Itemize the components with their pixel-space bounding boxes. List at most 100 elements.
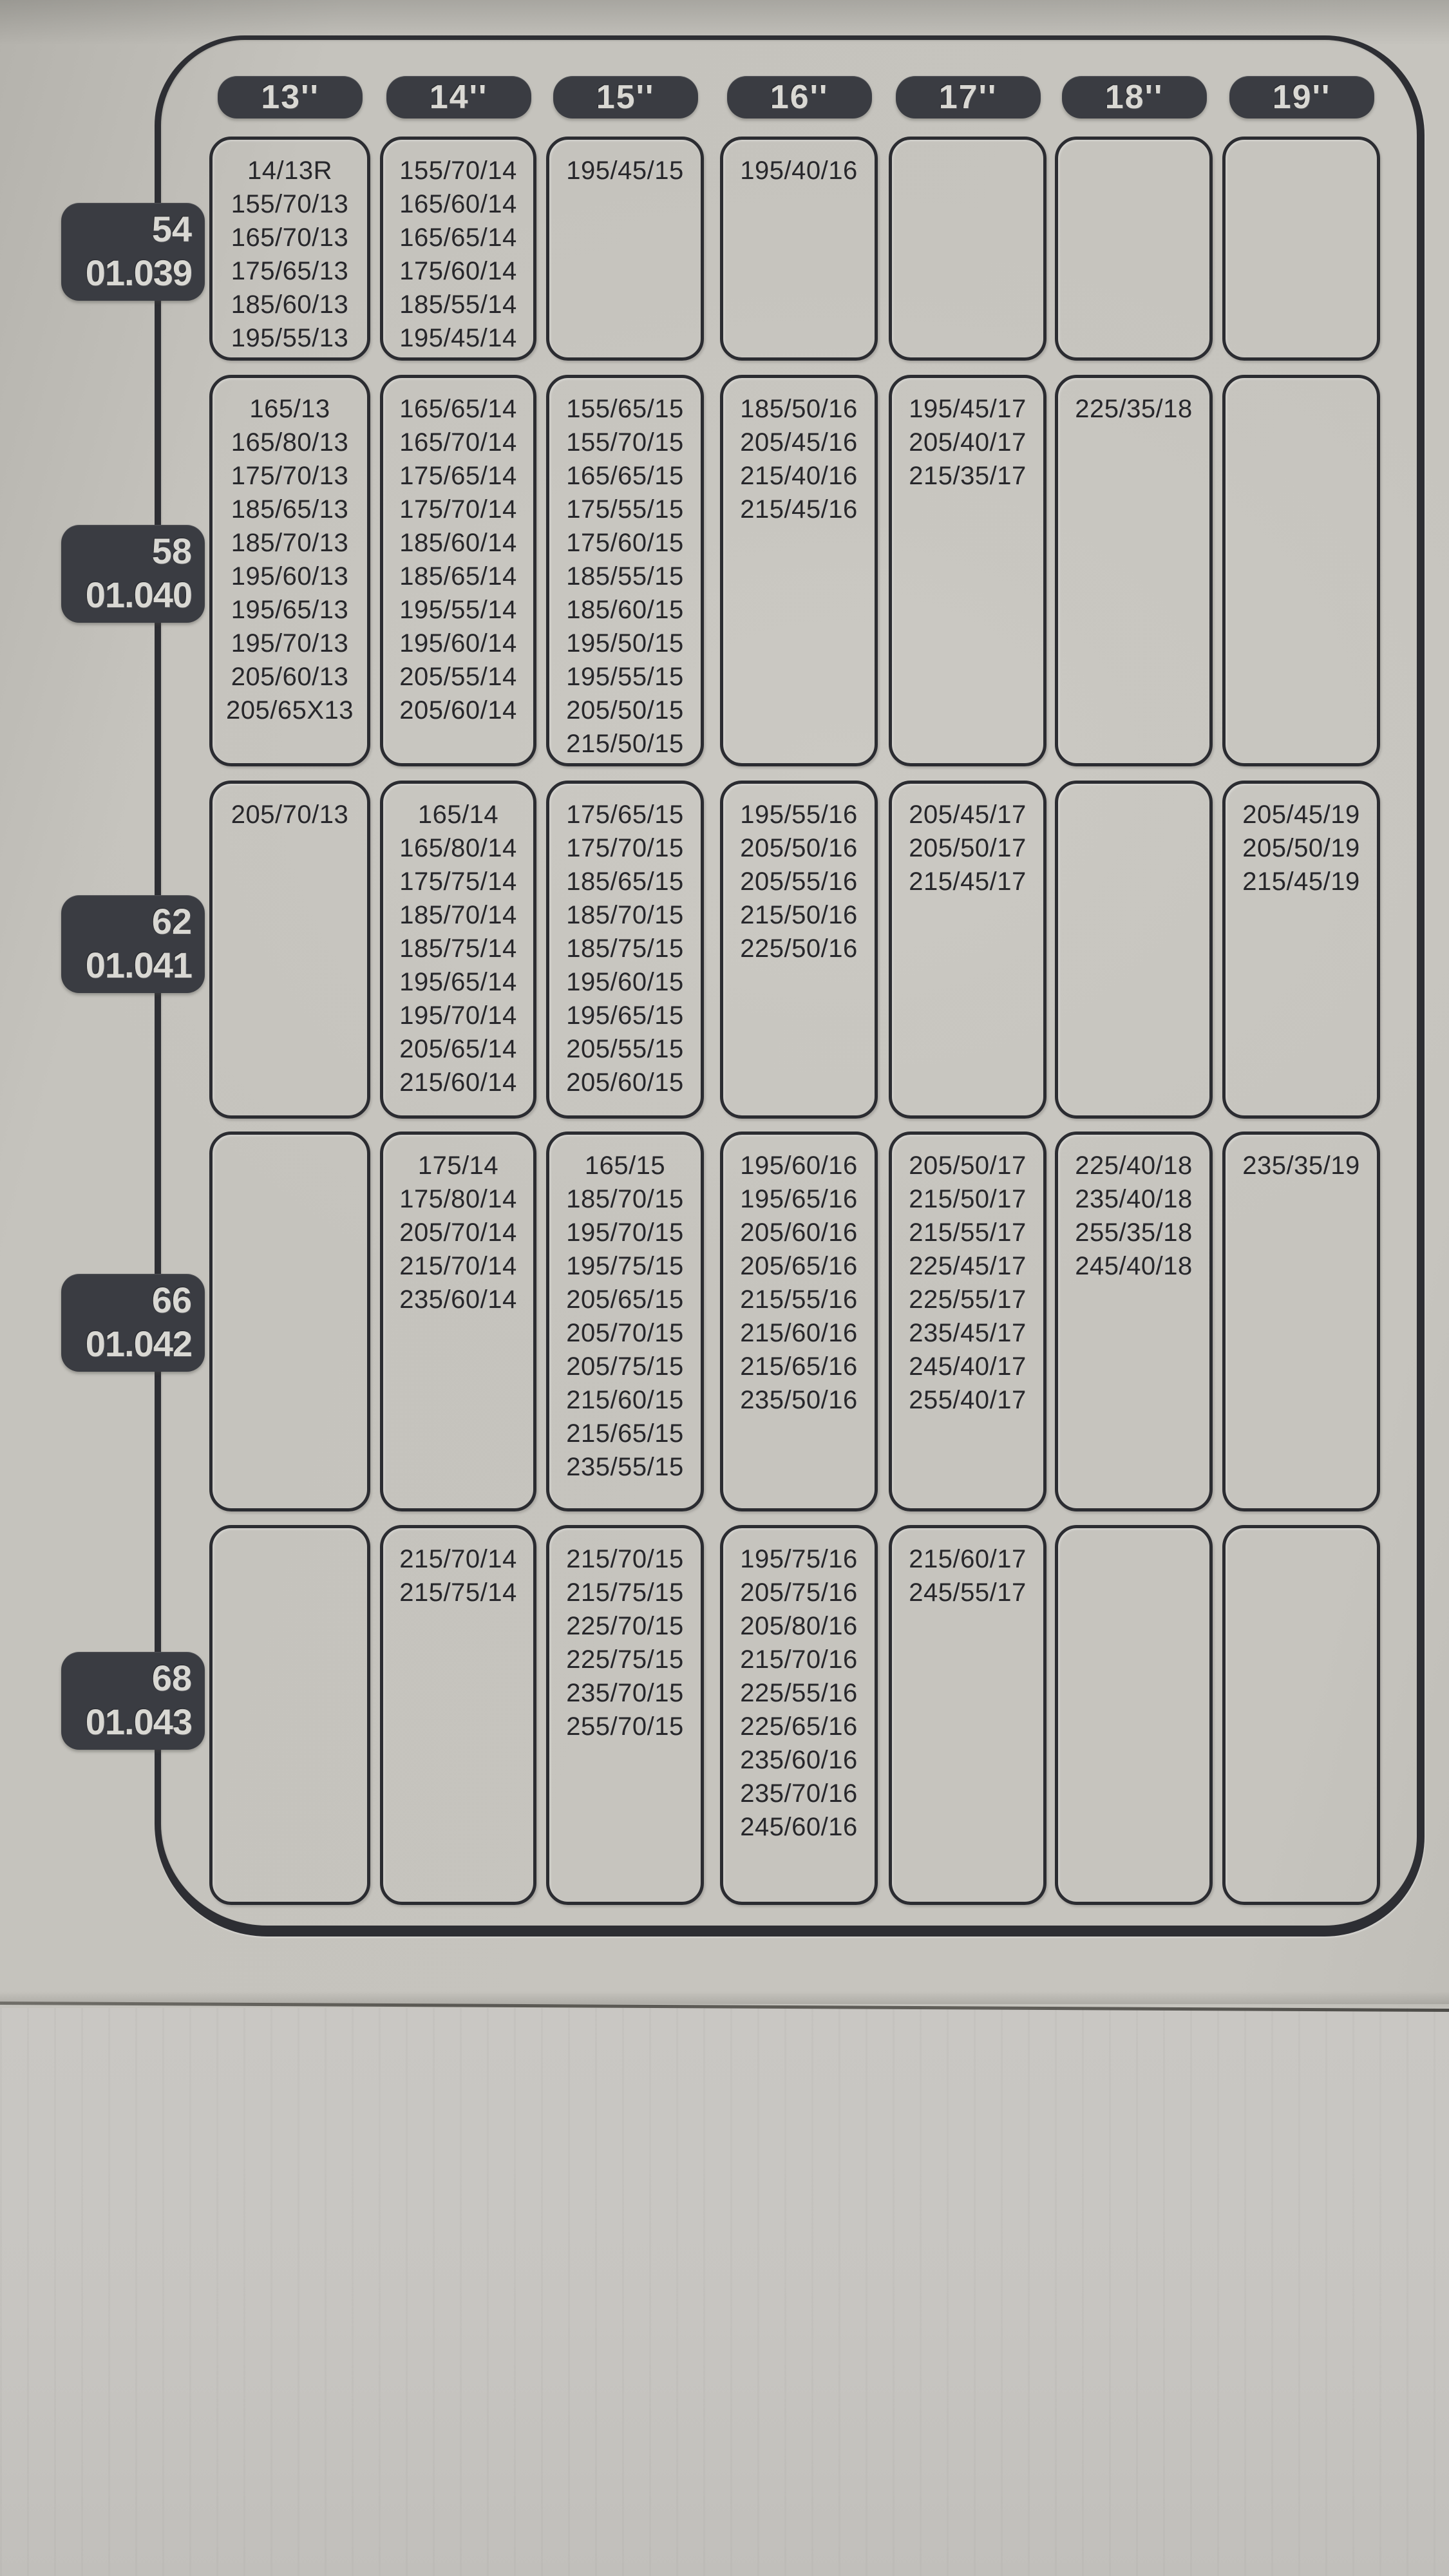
- tire-size: 195/70/15: [566, 1218, 684, 1247]
- tire-size: 205/65X13: [225, 696, 354, 724]
- tire-size: 205/40/17: [909, 428, 1027, 457]
- tire-size: 165/14: [417, 800, 499, 829]
- tire-size: 195/45/17: [909, 395, 1027, 423]
- tire-size: 185/75/14: [399, 934, 517, 963]
- tire-size: 205/45/16: [740, 428, 858, 457]
- cell-62-14: 165/14 165/80/14 175/75/14 185/70/14 185/75/…: [380, 781, 536, 1119]
- row-label-58: 58 01.040: [61, 525, 205, 623]
- column-header-17: 17'': [895, 76, 1041, 118]
- cell-54-15: 195/45/15: [546, 137, 704, 361]
- cell-54-16: 195/40/16: [720, 137, 878, 361]
- tire-size: 165/65/15: [566, 462, 684, 490]
- tire-size: 165/65/14: [399, 395, 517, 423]
- tire-size: 185/55/14: [399, 290, 517, 319]
- box-lower-panel: [0, 2008, 1449, 2576]
- tire-size: 225/45/17: [909, 1252, 1027, 1280]
- tire-size: 235/35/19: [1242, 1151, 1360, 1180]
- tire-size: 205/70/14: [399, 1218, 517, 1247]
- tire-size: 185/60/15: [566, 596, 684, 624]
- tire-size: 195/45/15: [566, 156, 684, 185]
- cell-54-18: [1055, 137, 1213, 361]
- tire-size: 205/75/16: [740, 1578, 858, 1607]
- cell-68-15: 215/70/15 215/75/15 225/70/15 225/75/15 235/…: [546, 1525, 704, 1905]
- tire-size: 195/75/16: [740, 1545, 858, 1573]
- tire-size: 195/60/15: [566, 968, 684, 996]
- tire-size: 175/75/14: [399, 867, 517, 896]
- tire-size: 215/45/16: [740, 495, 858, 524]
- tire-size: 195/75/15: [566, 1252, 684, 1280]
- cell-68-18: [1055, 1525, 1213, 1905]
- row-size: 54: [151, 209, 192, 249]
- tire-size: 215/60/15: [566, 1386, 684, 1414]
- tire-size: 215/70/16: [740, 1645, 858, 1674]
- tire-size: 235/60/16: [740, 1746, 858, 1774]
- tire-size: 215/65/15: [566, 1419, 684, 1448]
- tire-size: 185/70/15: [566, 1185, 684, 1213]
- tire-size: 195/55/13: [231, 324, 349, 352]
- tire-size: 215/45/17: [909, 867, 1027, 896]
- tire-size: 175/70/15: [566, 834, 684, 862]
- tire-size: 205/65/16: [740, 1252, 858, 1280]
- tire-size: 155/65/15: [566, 395, 684, 423]
- tire-size: 195/55/14: [399, 596, 517, 624]
- cell-68-19: [1222, 1525, 1380, 1905]
- tire-size: 185/70/13: [231, 529, 349, 557]
- column-header-18: 18'': [1061, 76, 1207, 118]
- tire-size: 185/65/14: [399, 562, 517, 591]
- tire-size: 195/60/16: [740, 1151, 858, 1180]
- tire-size: 165/13: [249, 395, 330, 423]
- tire-size: 225/75/15: [566, 1645, 684, 1674]
- row-label-68: 68 01.043: [61, 1652, 205, 1750]
- cell-62-13: 205/70/13: [209, 781, 370, 1119]
- tire-size: 185/70/15: [566, 901, 684, 929]
- tire-size: 205/80/16: [740, 1612, 858, 1640]
- cell-58-16: 185/50/16 205/45/16 215/40/16 215/45/16: [720, 375, 878, 766]
- tire-size: 225/55/16: [740, 1679, 858, 1707]
- tire-size: 195/50/15: [566, 629, 684, 658]
- tire-size: 215/35/17: [909, 462, 1027, 490]
- tire-size: 205/75/15: [566, 1352, 684, 1381]
- tire-size: 215/75/15: [566, 1578, 684, 1607]
- tire-size: 215/60/17: [909, 1545, 1027, 1573]
- row-label-62: 62 01.041: [61, 895, 205, 993]
- tire-size: 255/70/15: [566, 1712, 684, 1741]
- tire-size: 155/70/14: [399, 156, 517, 185]
- tire-size: 215/65/16: [740, 1352, 858, 1381]
- tire-size: 215/55/17: [909, 1218, 1027, 1247]
- tire-size: 205/50/15: [566, 696, 684, 724]
- tire-size: 215/75/14: [399, 1578, 517, 1607]
- tire-size: 205/60/15: [566, 1068, 684, 1097]
- tire-size: 225/65/16: [740, 1712, 858, 1741]
- column-header-19: 19'': [1229, 76, 1374, 118]
- box-edge-shadow: [0, 1991, 1449, 2004]
- cell-66-13: [209, 1132, 370, 1511]
- tire-size: 235/40/18: [1075, 1185, 1193, 1213]
- row-label-66: 66 01.042: [61, 1274, 205, 1372]
- tire-size: 155/70/15: [566, 428, 684, 457]
- tire-size: 175/70/13: [231, 462, 349, 490]
- tire-size: 205/45/17: [909, 800, 1027, 829]
- cell-62-17: 205/45/17 205/50/17 215/45/17: [889, 781, 1046, 1119]
- tire-size: 205/50/17: [909, 834, 1027, 862]
- tire-size: 215/50/16: [740, 901, 858, 929]
- tire-size: 245/60/16: [740, 1813, 858, 1841]
- tire-size: 215/50/15: [566, 730, 684, 758]
- cell-66-14: 175/14 175/80/14 205/70/14 215/70/14 235/60/…: [380, 1132, 536, 1511]
- tire-size: 205/55/16: [740, 867, 858, 896]
- tire-size: 185/65/13: [231, 495, 349, 524]
- tire-size: 195/70/13: [231, 629, 349, 658]
- tire-size: 175/14: [417, 1151, 499, 1180]
- cell-66-15: 165/15 185/70/15 195/70/15 195/75/15 205/65/…: [546, 1132, 704, 1511]
- tire-size: 175/80/14: [399, 1185, 517, 1213]
- cell-68-17: 215/60/17 245/55/17: [889, 1525, 1046, 1905]
- cell-62-16: 195/55/16 205/50/16 205/55/16 215/50/16 225/…: [720, 781, 878, 1119]
- row-code: 01.039: [85, 252, 193, 293]
- tire-size: 185/60/14: [399, 529, 517, 557]
- column-header-14: 14'': [386, 76, 531, 118]
- tire-size: 205/50/16: [740, 834, 858, 862]
- tire-size: 235/55/15: [566, 1453, 684, 1481]
- tire-size: 195/65/15: [566, 1001, 684, 1030]
- tire-size: 195/55/15: [566, 663, 684, 691]
- tire-size: 175/70/14: [399, 495, 517, 524]
